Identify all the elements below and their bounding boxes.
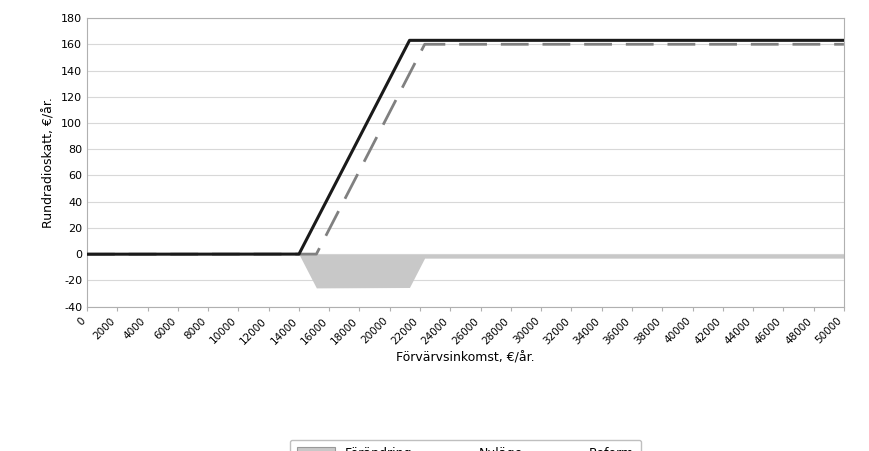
Y-axis label: Rundradioskatt, €/år.: Rundradioskatt, €/år. [43,97,56,228]
Legend: Förändring, Nuläge, Reform: Förändring, Nuläge, Reform [289,440,640,451]
X-axis label: Förvärvsinkomst, €/år.: Förvärvsinkomst, €/år. [395,351,534,364]
